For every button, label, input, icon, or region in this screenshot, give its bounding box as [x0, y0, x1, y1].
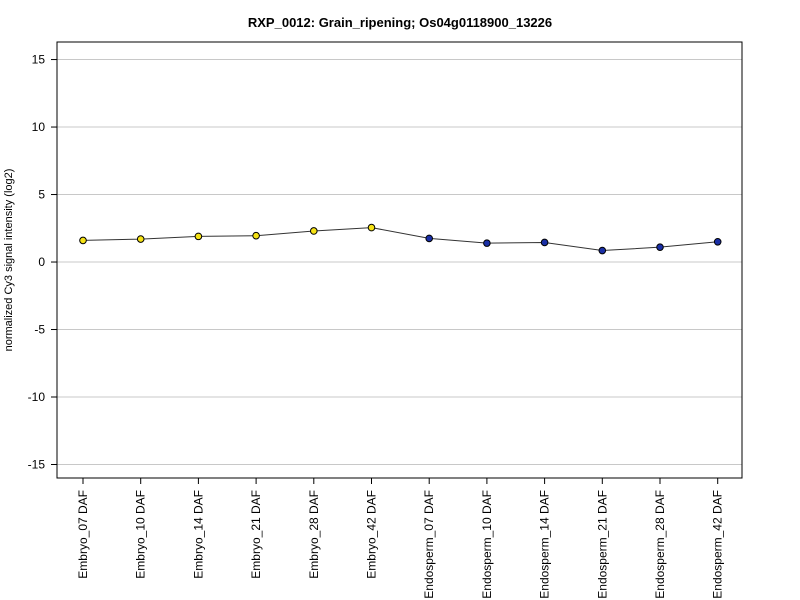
x-axis: Embryo_07 DAF Embryo_10 DAF Embryo_14 DAF E… — [76, 478, 725, 599]
data-point — [713, 237, 722, 246]
data-point — [136, 235, 145, 243]
x-tick-label: Embryo_10 DAF — [134, 490, 148, 579]
data-point — [252, 231, 260, 240]
y-tick-label: -5 — [34, 323, 45, 337]
y-tick-label: 15 — [32, 53, 46, 67]
data-point — [79, 236, 87, 245]
data-point — [310, 227, 318, 235]
x-tick-label: Embryo_28 DAF — [307, 490, 321, 579]
data-point — [598, 246, 607, 255]
data-series — [79, 223, 722, 255]
data-point — [656, 243, 664, 251]
x-tick-label: Endosperm_28 DAF — [653, 490, 667, 599]
x-tick-label: Embryo_14 DAF — [191, 490, 205, 579]
series-line — [82, 227, 718, 252]
data-point — [540, 238, 549, 247]
x-tick-label: Endosperm_07 DAF — [422, 490, 436, 599]
y-axis-label: normalized Cy3 signal intensity (log2) — [3, 169, 15, 352]
x-tick-label: Endosperm_14 DAF — [538, 490, 552, 599]
data-point — [194, 232, 203, 241]
y-tick-label: -10 — [28, 390, 46, 404]
y-tick-label: 5 — [38, 188, 45, 202]
data-point — [483, 239, 491, 247]
x-tick-label: Endosperm_42 DAF — [711, 490, 725, 599]
data-point — [367, 223, 376, 232]
x-tick-label: Embryo_07 DAF — [76, 490, 90, 579]
chart-title: RXP_0012: Grain_ripening; Os04g0118900_1… — [248, 15, 552, 30]
y-tick-label: 10 — [32, 120, 46, 134]
x-tick-label: Embryo_21 DAF — [249, 490, 263, 579]
x-tick-label: Embryo_42 DAF — [365, 490, 379, 579]
y-tick-label: 0 — [38, 255, 45, 269]
x-tick-label: Endosperm_21 DAF — [595, 490, 609, 599]
y-axis: 15 10 5 0 -5 -10 -15 — [28, 53, 57, 472]
y-tick-label: -15 — [28, 458, 46, 472]
grid-lines — [57, 59, 742, 466]
plot-area-frame — [56, 41, 743, 479]
data-point — [425, 234, 434, 243]
x-tick-label: Endosperm_10 DAF — [480, 490, 494, 599]
